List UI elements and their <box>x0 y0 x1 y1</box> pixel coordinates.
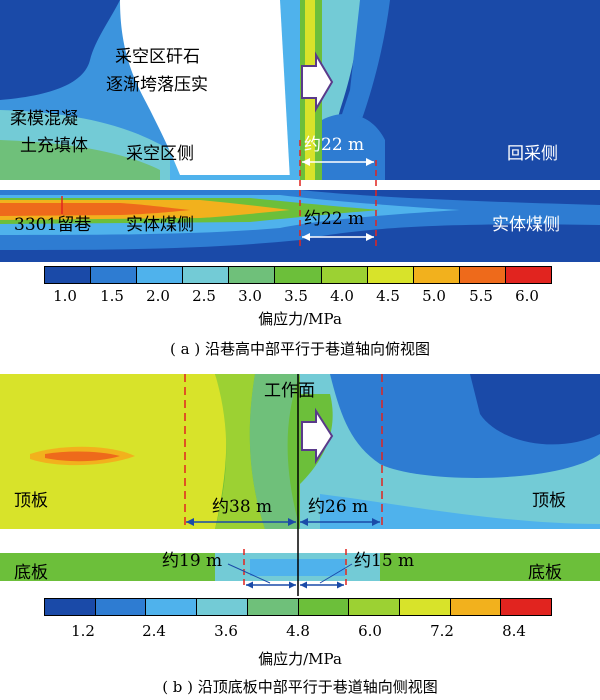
colorbar-a <box>44 266 552 284</box>
colorbar-b-tick: 6.0 <box>358 622 382 640</box>
fill-body-label-1: 柔模混凝 <box>10 109 78 129</box>
colorbar-a-tick: 6.0 <box>515 287 539 305</box>
colorbar-b <box>44 598 552 616</box>
colorbar-a-tick: 5.0 <box>422 287 446 305</box>
dist-26-label: 约26 m <box>308 497 369 517</box>
dist-15-label: 约15 m <box>354 551 415 571</box>
working-face-label: 工作面 <box>264 381 315 401</box>
panel-b-contour: 工作面 顶板 顶板 约38 m 约26 m 约19 m 约15 m 底板 底板 <box>0 374 600 596</box>
colorbar-a-tick: 2.0 <box>146 287 170 305</box>
goaf-rock-label-2: 逐渐垮落压实 <box>106 75 208 95</box>
goaf-side-label: 采空区侧 <box>126 144 194 164</box>
colorbar-a-tick: 3.0 <box>238 287 262 305</box>
roof-left-label: 顶板 <box>14 491 48 511</box>
panel-a-contour: 采空区矸石 逐渐垮落压实 柔模混凝 土充填体 采空区侧 约22 m 回采侧 33… <box>0 0 600 262</box>
dist-38-label: 约38 m <box>212 497 273 517</box>
caption-b: ( b ) 沿顶底板中部平行于巷道轴向侧视图 <box>162 678 438 696</box>
roof-right-label: 顶板 <box>532 491 566 511</box>
dist-upper-label: 约22 m <box>304 135 365 155</box>
dist-lower-label: 约22 m <box>304 209 365 229</box>
solid-coal-right-label: 实体煤侧 <box>492 215 560 235</box>
panel-a-stress-map <box>0 0 600 262</box>
colorbar-b-tick: 3.6 <box>214 622 238 640</box>
colorbar-a-tick: 5.5 <box>469 287 493 305</box>
panel-b-stress-map <box>0 374 600 596</box>
colorbar-b-tick: 7.2 <box>430 622 454 640</box>
colorbar-b-tick: 1.2 <box>71 622 95 640</box>
floor-left-label: 底板 <box>14 563 48 583</box>
dist-19-label: 约19 m <box>162 551 223 571</box>
floor-right-label: 底板 <box>528 563 562 583</box>
solid-coal-left-label: 实体煤侧 <box>126 215 194 235</box>
goaf-rock-label-1: 采空区矸石 <box>115 47 200 67</box>
colorbar-a-tick: 2.5 <box>192 287 216 305</box>
colorbar-a-tick: 4.0 <box>330 287 354 305</box>
colorbar-a-tick: 1.0 <box>53 287 77 305</box>
colorbar-a-label: 偏应力/MPa <box>258 310 342 328</box>
caption-a: ( a ) 沿巷高中部平行于巷道轴向俯视图 <box>170 340 430 358</box>
fill-body-label-2: 土充填体 <box>20 136 88 156</box>
colorbar-b-tick: 2.4 <box>142 622 166 640</box>
colorbar-b-tick: 8.4 <box>502 622 526 640</box>
colorbar-a-tick: 3.5 <box>284 287 308 305</box>
colorbar-a-tick: 1.5 <box>100 287 124 305</box>
colorbar-a-tick: 4.5 <box>376 287 400 305</box>
colorbar-b-tick: 4.8 <box>286 622 310 640</box>
recovery-side-label: 回采侧 <box>507 144 558 164</box>
colorbar-b-label: 偏应力/MPa <box>258 650 342 668</box>
roadway-label: 3301留巷 <box>14 215 92 235</box>
